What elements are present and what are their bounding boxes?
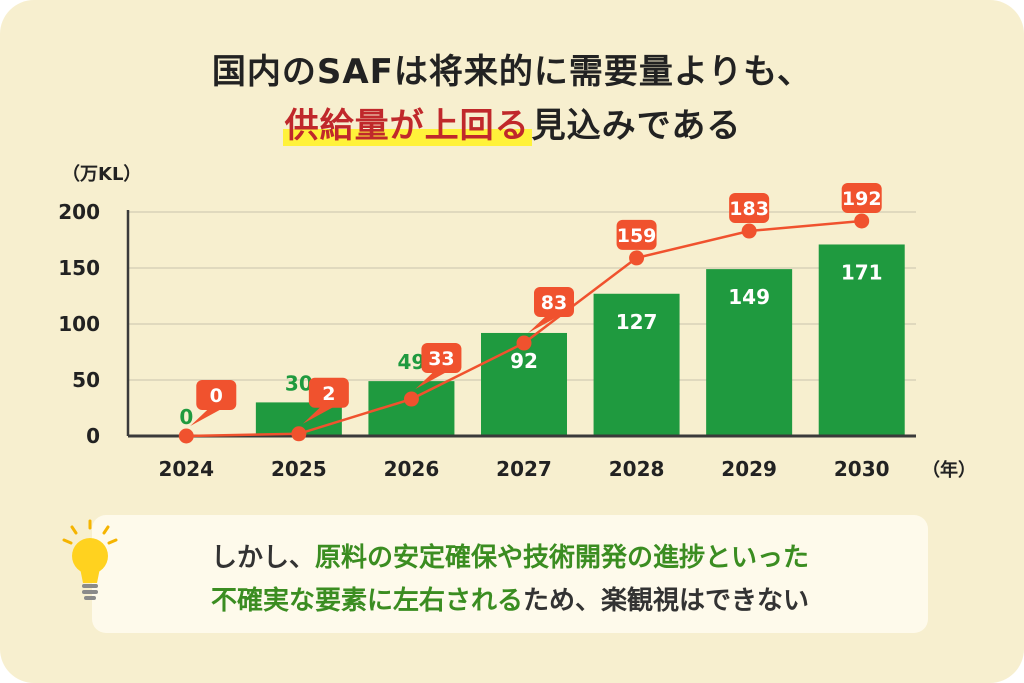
line-point bbox=[178, 428, 194, 444]
bar-value-label: 149 bbox=[728, 285, 770, 309]
headline-highlight: 供給量が上回る bbox=[282, 106, 532, 146]
x-tick-label: 2026 bbox=[384, 457, 440, 481]
callout-box bbox=[421, 343, 462, 374]
bar-value-label: 92 bbox=[510, 349, 538, 373]
line-point bbox=[403, 391, 419, 407]
bar-value-label: 30 bbox=[285, 371, 313, 395]
callout-box bbox=[841, 182, 882, 213]
bar-value-label: 127 bbox=[616, 310, 658, 334]
note-line-2: 不確実な要素に左右されるため、楽観視はできない bbox=[92, 580, 928, 617]
line-value-label: 192 bbox=[842, 188, 882, 210]
line-value-label: 183 bbox=[729, 198, 769, 220]
y-tick-label: 150 bbox=[58, 256, 100, 280]
x-axis-unit: （年） bbox=[922, 459, 976, 481]
y-tick-label: 50 bbox=[72, 368, 100, 392]
callout-box bbox=[196, 380, 237, 410]
bar bbox=[706, 269, 793, 436]
line-point bbox=[854, 213, 870, 229]
x-tick-label: 2028 bbox=[609, 457, 665, 481]
line-value-label: 0 bbox=[210, 385, 223, 407]
callout-box bbox=[308, 377, 349, 408]
y-tick-label: 0 bbox=[86, 424, 100, 448]
callout-pointer bbox=[302, 405, 336, 424]
bar bbox=[593, 293, 680, 436]
note-box bbox=[92, 515, 928, 633]
line-point bbox=[516, 335, 532, 351]
note-line-1: しかし、原料の安定確保や技術開発の進捗といった bbox=[92, 537, 928, 574]
line-value-label: 33 bbox=[428, 348, 454, 370]
callout-pointer bbox=[415, 371, 449, 390]
y-tick-label: 200 bbox=[58, 200, 100, 224]
callout-pointer bbox=[528, 315, 561, 334]
note-line-2-green: 不確実な要素に左右される bbox=[210, 586, 523, 616]
line-point bbox=[629, 250, 645, 266]
headline-line-1: 国内のSAFは将来的に需要量よりも、 bbox=[211, 52, 813, 92]
x-tick-label: 2027 bbox=[496, 457, 552, 481]
bar-value-label: 171 bbox=[841, 260, 883, 284]
data-labels: 0 30 49 92 127 149 171 0 2 33 83 159 183 192 bbox=[179, 182, 883, 429]
headline-line-2: 供給量が上回る見込みである bbox=[0, 98, 1024, 147]
y-axis-unit: （万KL） bbox=[62, 164, 141, 185]
line-point bbox=[291, 426, 307, 442]
x-tick-label: 2029 bbox=[721, 457, 777, 481]
headline-rest: 見込みである bbox=[531, 106, 742, 146]
note-line-1-plain: しかし、 bbox=[210, 543, 315, 573]
x-tick-label: 2024 bbox=[158, 457, 214, 481]
note-line-1-green: 原料の安定確保や技術開発の進捗といった bbox=[315, 543, 810, 573]
x-tick-label: 2025 bbox=[271, 457, 327, 481]
callout-box bbox=[729, 193, 770, 224]
note-line-2-plain: ため、楽観視はできない bbox=[523, 586, 810, 616]
y-tick-label: 100 bbox=[58, 312, 100, 336]
line-series bbox=[178, 213, 870, 444]
line-value-label: 159 bbox=[617, 225, 657, 247]
line-point bbox=[741, 223, 757, 239]
line-value-label: 2 bbox=[322, 383, 335, 405]
lightbulb-icon bbox=[62, 519, 118, 600]
x-tick-label: 2030 bbox=[834, 457, 890, 481]
callout-pointer bbox=[190, 408, 224, 426]
bar-series bbox=[255, 244, 905, 436]
bar-value-label: 0 bbox=[179, 405, 193, 429]
bar bbox=[818, 244, 905, 436]
line-value-label: 83 bbox=[541, 292, 567, 314]
callout-box bbox=[534, 287, 574, 318]
callout-box bbox=[616, 219, 657, 250]
bar-value-label: 49 bbox=[398, 350, 426, 374]
